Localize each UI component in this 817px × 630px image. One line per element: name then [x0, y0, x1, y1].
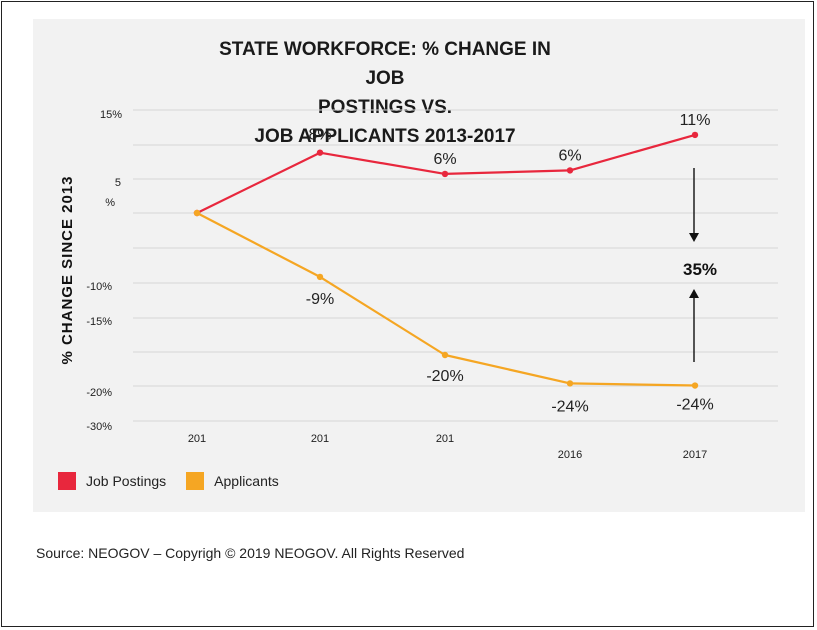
data-point	[691, 382, 699, 389]
data-label: 6%	[433, 151, 456, 168]
data-label: -24%	[676, 397, 713, 414]
annotation-arrowhead-up	[689, 289, 699, 298]
chart-legend: Job Postings Applicants	[58, 472, 299, 490]
data-point	[566, 167, 574, 174]
data-point	[316, 149, 324, 156]
data-label: 11%	[680, 112, 711, 129]
y-axis-title: % CHANGE SINCE 2013	[59, 175, 76, 364]
chart-title: STATE WORKFORCE: % CHANGE IN JOB POSTING…	[200, 35, 570, 151]
x-tick-label: 201	[188, 433, 206, 445]
y-tick-label: -10%	[86, 281, 112, 293]
title-line-3: JOB APPLICANTS 2013-2017	[254, 126, 516, 147]
annotation-arrowhead-down	[689, 233, 699, 242]
data-label: -24%	[551, 398, 588, 415]
legend-item-job-postings: Job Postings	[58, 472, 166, 490]
series-line-applicants	[196, 212, 696, 387]
data-label: -9%	[306, 291, 334, 308]
data-label: 8%	[308, 127, 331, 144]
title-line-1: STATE WORKFORCE: % CHANGE IN JOB	[219, 39, 551, 89]
legend-label-applicants: Applicants	[214, 473, 279, 489]
y-tick-label: %	[105, 197, 115, 209]
title-line-2: POSTINGS VS.	[317, 97, 453, 118]
legend-swatch-job-postings	[58, 472, 76, 490]
gap-annotation: 35%	[683, 260, 717, 279]
data-point	[316, 273, 324, 281]
legend-swatch-applicants	[186, 472, 205, 490]
data-label: 6%	[558, 147, 581, 164]
data-point	[566, 380, 574, 387]
legend-item-applicants: Applicants	[186, 472, 279, 490]
x-tick-label: 201	[436, 433, 454, 445]
y-tick-label: -30%	[86, 421, 112, 433]
legend-label-job-postings: Job Postings	[86, 473, 167, 489]
y-tick-label: 5	[115, 177, 121, 189]
x-tick-label: 2017	[683, 449, 707, 461]
y-tick-label: -20%	[86, 387, 112, 399]
x-tick-label: 201	[311, 433, 329, 445]
chart-panel	[33, 19, 805, 512]
x-tick-label: 2016	[558, 449, 582, 461]
data-label: -20%	[426, 368, 463, 385]
data-point	[441, 351, 449, 359]
data-point	[441, 170, 449, 178]
y-tick-label: -15%	[86, 316, 112, 328]
source-note: Source: NEOGOV – Copyrigh © 2019 NEOGOV.…	[36, 545, 465, 561]
data-point	[691, 131, 699, 139]
y-tick-label: 15%	[100, 109, 122, 121]
data-point	[193, 209, 201, 217]
